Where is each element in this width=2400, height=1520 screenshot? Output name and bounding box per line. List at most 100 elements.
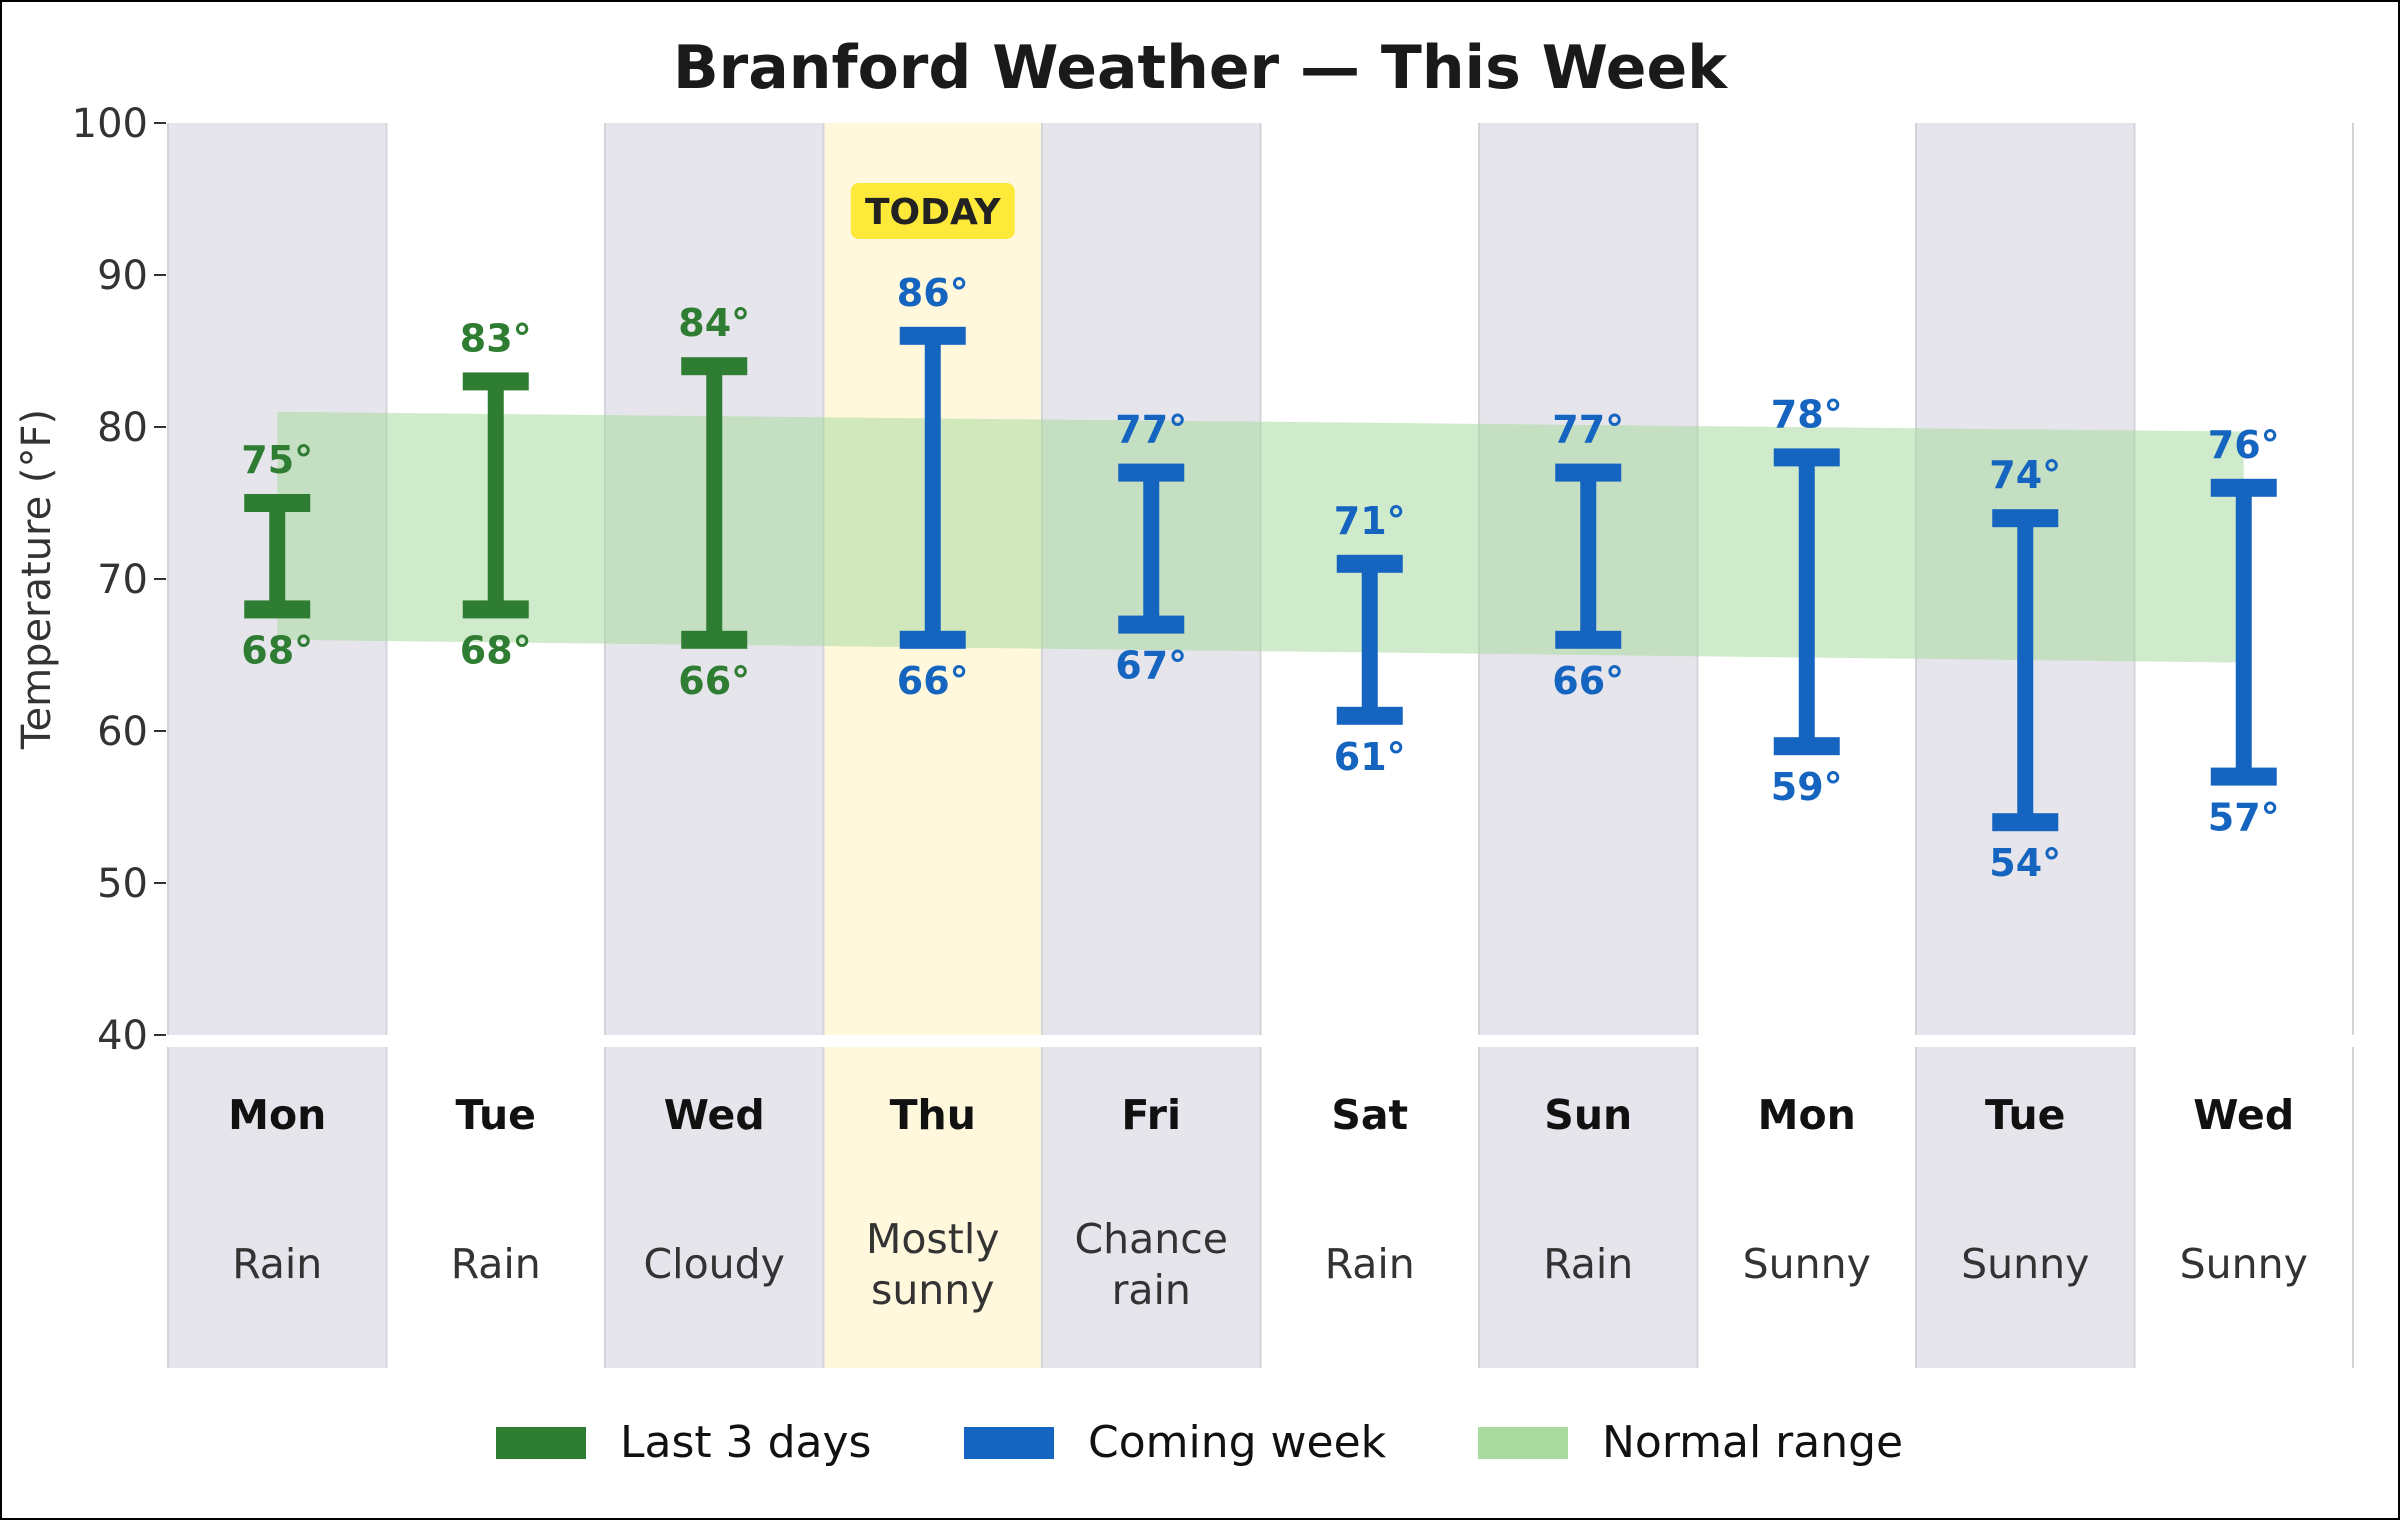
low-cap [1336, 706, 1403, 725]
high-cap [1118, 463, 1185, 482]
temp-range-bar [269, 503, 286, 610]
legend-swatch [964, 1427, 1054, 1459]
condition-label: Rain [1543, 1240, 1633, 1288]
temp-range-bar [487, 381, 504, 610]
day-band-background [1042, 1047, 1261, 1368]
data-labels: 75° 68° 83° 68° 84° 66° 86° 66° 77° 67° 71° 61° 77° 6… [241, 183, 2280, 885]
day-name: Tue [456, 1091, 536, 1139]
low-cap [1118, 615, 1185, 634]
day-name: Sat [1331, 1091, 1408, 1139]
condition-label: Rain [451, 1240, 541, 1288]
legend-swatch [496, 1427, 586, 1459]
normal-range-band [277, 411, 2244, 663]
temp-range-bar [1143, 472, 1160, 625]
legend-label: Last 3 days [620, 1417, 871, 1468]
y-axis-label: Temperature (°F) [14, 409, 60, 750]
today-badge-label: TODAY [865, 192, 1001, 233]
low-label: 66° [678, 659, 750, 703]
high-label: 83° [460, 316, 532, 360]
y-tick-label: 40 [97, 1013, 148, 1059]
high-cap [1336, 554, 1403, 573]
high-cap [244, 494, 311, 512]
normal-range-layer [277, 411, 2244, 663]
condition-label: Mostly [866, 1215, 1000, 1263]
y-tick-label: 90 [97, 253, 148, 299]
condition-label: rain [1112, 1266, 1191, 1314]
y-tick-label: 80 [97, 405, 148, 451]
y-tick-label: 70 [97, 557, 148, 603]
high-label: 74° [1989, 453, 2061, 497]
y-tick-label: 60 [97, 709, 148, 755]
day-band-background [1479, 1047, 1698, 1368]
low-cap [2210, 767, 2277, 786]
day-name: Fri [1121, 1091, 1181, 1139]
condition-label: Sunny [1961, 1240, 2089, 1288]
low-label: 54° [1989, 841, 2061, 885]
low-cap [1773, 737, 1840, 756]
today-badge [850, 183, 1015, 239]
condition-label: Sunny [2180, 1240, 2308, 1288]
high-cap [681, 357, 748, 376]
temp-range-bar [706, 366, 723, 640]
temp-range-bar [2017, 518, 2034, 823]
low-cap [1992, 813, 2059, 832]
day-name: Tue [1985, 1091, 2065, 1139]
y-axis: 40 50 60 70 80 90 100 Temperature (°F) [14, 101, 166, 1059]
low-label: 66° [1552, 659, 1624, 703]
high-label: 77° [1552, 408, 1624, 452]
condition-label: Chance [1075, 1215, 1229, 1263]
day-band-background [168, 1047, 387, 1368]
high-cap [899, 326, 966, 345]
legend-label: Coming week [1088, 1417, 1387, 1468]
low-label: 57° [2208, 796, 2280, 840]
high-label: 78° [1771, 392, 1843, 436]
high-label: 75° [241, 438, 313, 482]
condition-label: Rain [1325, 1240, 1415, 1288]
low-cap [899, 630, 966, 649]
high-cap [2210, 478, 2277, 497]
high-label: 77° [1115, 408, 1187, 452]
temp-range-bar [924, 335, 941, 640]
day-name: Mon [228, 1091, 326, 1139]
high-cap [1555, 463, 1622, 482]
low-label: 68° [460, 628, 532, 672]
y-tick-label: 50 [97, 861, 148, 907]
day-name: Thu [890, 1091, 976, 1139]
legend-swatch [1478, 1427, 1568, 1459]
high-label: 84° [678, 301, 750, 345]
high-cap [462, 372, 529, 391]
low-cap [681, 630, 748, 649]
low-cap [462, 600, 529, 619]
low-label: 59° [1771, 765, 1843, 809]
legend-label: Normal range [1602, 1417, 1903, 1468]
low-label: 67° [1115, 644, 1187, 688]
high-cap [1992, 509, 2059, 528]
temp-range-bar [1580, 472, 1597, 640]
day-band-background [823, 1047, 1042, 1368]
day-band-background [1916, 1047, 2135, 1368]
day-name: Mon [1758, 1091, 1856, 1139]
day-name: Wed [664, 1091, 765, 1139]
low-label: 68° [241, 628, 313, 672]
high-label: 86° [897, 271, 969, 315]
high-cap [1773, 448, 1840, 467]
temp-range-bar [2235, 487, 2252, 777]
chart-title: Branford Weather — This Week [673, 33, 1729, 103]
low-label: 66° [897, 659, 969, 703]
temp-range-bar [1361, 563, 1378, 716]
temperature-bars [244, 326, 2277, 832]
condition-label: Rain [232, 1240, 322, 1288]
condition-label: sunny [871, 1266, 995, 1314]
day-name: Wed [2193, 1091, 2294, 1139]
high-label: 71° [1334, 499, 1406, 543]
day-name: Sun [1544, 1091, 1632, 1139]
condition-label: Cloudy [644, 1240, 785, 1288]
y-tick-label: 100 [72, 101, 148, 147]
condition-label: Sunny [1743, 1240, 1871, 1288]
high-label: 76° [2208, 423, 2280, 467]
low-cap [1555, 630, 1622, 649]
day-band-background [605, 1047, 824, 1368]
